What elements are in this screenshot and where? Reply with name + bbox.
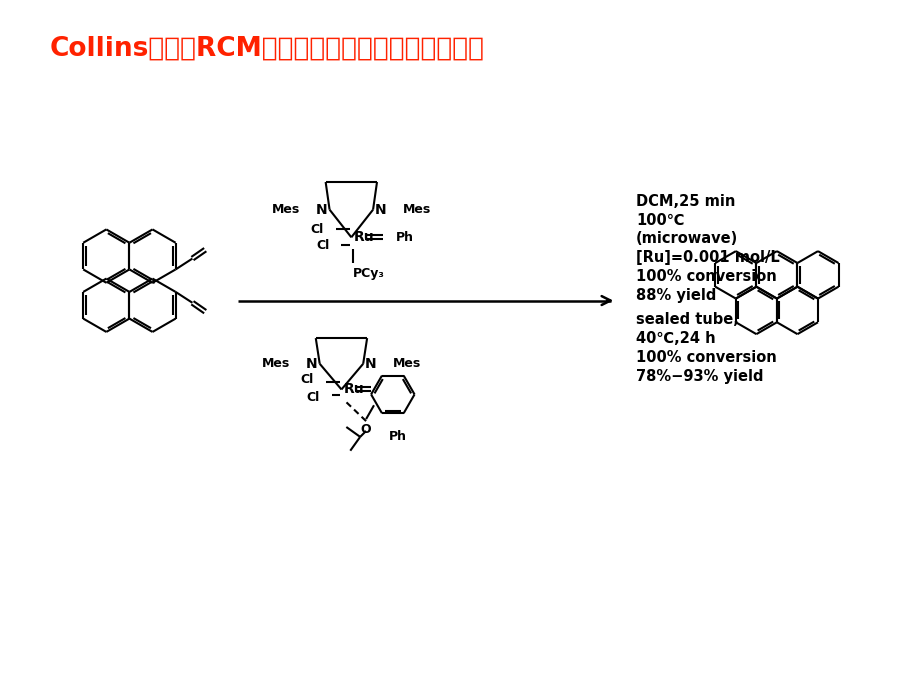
Text: (microwave): (microwave) (635, 231, 737, 246)
Text: Mes: Mes (403, 203, 430, 216)
Text: 100% conversion: 100% conversion (635, 350, 776, 365)
Text: PCy₃: PCy₃ (353, 267, 385, 280)
Text: Ru: Ru (343, 382, 364, 397)
Text: Cl: Cl (310, 223, 323, 236)
Text: 40℃,24 h: 40℃,24 h (635, 331, 715, 346)
Text: [Ru]=0.001 mol/L: [Ru]=0.001 mol/L (635, 250, 778, 265)
Text: Collins等采用RCM的方法合成了一系列的螺旋烃。: Collins等采用RCM的方法合成了一系列的螺旋烃。 (50, 36, 484, 62)
Text: Mes: Mes (271, 203, 300, 216)
Text: Cl: Cl (301, 373, 313, 386)
Text: Ph: Ph (389, 430, 406, 443)
Text: N: N (306, 357, 317, 371)
Text: 100℃: 100℃ (635, 213, 684, 228)
Text: N: N (315, 203, 327, 217)
Text: Ph: Ph (395, 231, 414, 244)
Text: sealed tube,: sealed tube, (635, 313, 738, 327)
Text: Mes: Mes (392, 357, 421, 371)
Text: DCM,25 min: DCM,25 min (635, 194, 734, 209)
Text: N: N (365, 357, 377, 371)
Text: Cl: Cl (316, 239, 329, 252)
Text: Cl: Cl (306, 391, 320, 404)
Text: Ru: Ru (353, 230, 373, 244)
Text: O: O (360, 423, 371, 436)
Text: 88% yield: 88% yield (635, 288, 716, 303)
Text: Mes: Mes (262, 357, 289, 371)
Text: 100% conversion: 100% conversion (635, 269, 776, 284)
Text: N: N (375, 203, 386, 217)
Text: 78%−93% yield: 78%−93% yield (635, 368, 763, 384)
